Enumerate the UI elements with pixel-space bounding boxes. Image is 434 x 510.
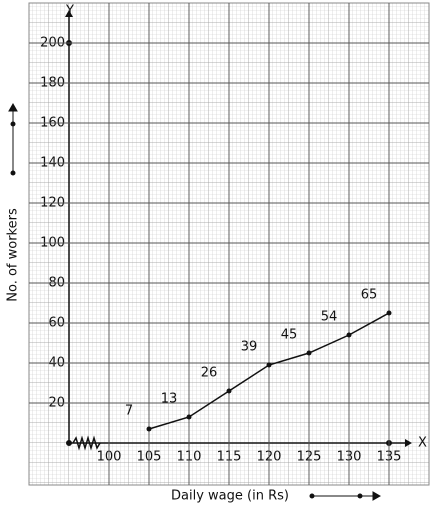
x-axis-label: Daily wage (in Rs) bbox=[171, 489, 289, 504]
data-point bbox=[266, 362, 272, 368]
data-point bbox=[226, 388, 232, 394]
data-point bbox=[186, 414, 192, 420]
data-label: 7 bbox=[125, 404, 133, 419]
decor-arrows bbox=[8, 40, 392, 501]
data-point bbox=[146, 426, 152, 432]
data-label: 65 bbox=[361, 288, 378, 303]
y-axis-label: No. of workers bbox=[6, 208, 21, 302]
data-label: 45 bbox=[281, 328, 298, 343]
data-point bbox=[346, 332, 352, 338]
data-point bbox=[306, 350, 312, 356]
y-axis-arrow bbox=[65, 10, 73, 17]
x-axis-name: X bbox=[418, 436, 427, 451]
x-axis-arrow bbox=[405, 439, 412, 447]
data-label: 26 bbox=[201, 366, 218, 381]
data-label: 54 bbox=[321, 310, 338, 325]
data-point bbox=[386, 310, 392, 316]
data-label: 39 bbox=[241, 340, 258, 355]
data-label: 13 bbox=[161, 392, 178, 407]
